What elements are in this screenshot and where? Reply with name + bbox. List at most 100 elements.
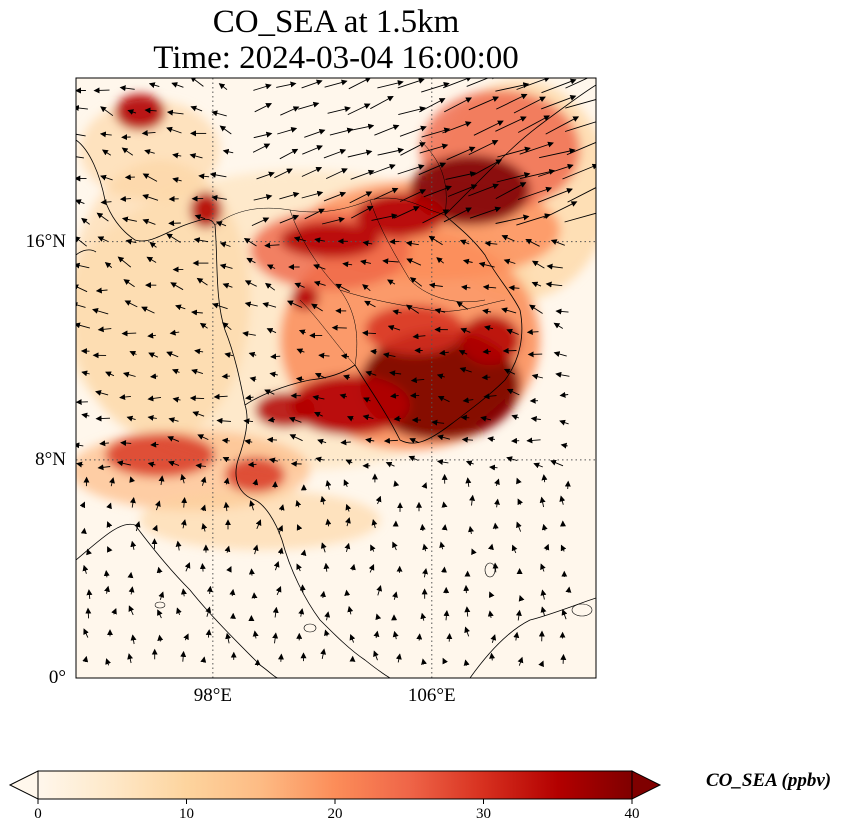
wind-arrow [92,308,109,315]
wind-arrow [213,393,228,400]
wind-arrow [222,282,233,289]
wind-arrow [109,477,115,487]
wind-arrow [128,605,135,616]
wind-arrow [294,282,305,289]
wind-arrow [349,633,356,643]
wind-arrow [506,456,518,462]
wind-arrow [487,436,495,443]
wind-arrow [244,280,257,287]
wind-arrow [166,233,181,243]
wind-arrow [373,650,379,661]
wind-arrow [323,148,347,159]
wind-arrow [264,242,280,249]
wind-vectors [76,78,596,668]
wind-arrow [469,494,476,506]
wind-arrow [506,328,519,335]
wind-arrow [124,300,138,308]
wind-arrow [406,258,422,266]
wind-arrow [561,609,568,620]
wind-arrow [129,351,137,357]
wind-arrow [242,331,256,337]
wind-arrow [76,302,86,308]
wind-arrow [156,566,163,574]
wind-arrow [516,477,522,485]
wind-arrow [222,456,230,463]
wind-arrow [360,259,371,266]
wind-arrow [149,241,157,248]
wind-arrow [345,517,351,527]
wind-arrow [559,495,566,505]
wind-arrow [212,302,228,310]
wind-arrow [503,368,516,375]
wind-arrow [81,217,90,225]
wind-arrow [492,562,499,573]
wind-arrow [192,411,205,417]
wind-arrow [221,437,230,444]
wind-arrow [400,189,427,202]
wind-arrow [229,588,236,597]
wind-arrow [200,476,207,486]
wind-arrow [83,628,89,638]
wind-arrow [531,281,542,288]
wind-arrow [301,190,324,199]
wind-arrow [206,585,213,594]
wind-arrow [472,159,503,176]
wind-arrow [85,607,92,619]
wind-arrow [168,417,179,423]
wind-arrow [100,106,114,117]
wind-arrow [189,395,205,402]
wind-arrow [76,199,85,205]
wind-arrow [541,95,577,110]
lat-tick-label: 16°N [25,230,66,252]
wind-arrow [97,326,112,333]
wind-arrow [468,525,474,534]
wind-arrow [559,419,569,426]
wind-arrow [211,194,227,201]
wind-arrow [397,78,425,89]
wind-arrow [389,370,402,377]
wind-arrow [464,606,471,617]
wind-arrow [346,415,354,422]
wind-arrow [465,477,472,487]
wind-arrow [141,130,156,137]
wind-arrow [496,172,531,183]
wind-arrow [81,370,90,377]
wind-arrow [482,348,491,355]
wind-arrow [264,282,276,291]
wind-arrow [373,187,399,200]
wind-arrow [436,459,449,466]
wind-arrow [121,330,137,337]
wind-arrow [463,659,470,666]
wind-arrow [398,106,426,116]
wind-arrow [555,371,570,378]
wind-arrow [76,284,88,293]
wind-arrow [146,256,157,263]
wind-arrow [564,480,571,490]
wind-arrow [385,461,395,468]
wind-arrow [223,501,230,512]
wind-arrow [86,589,93,599]
wind-arrow [193,237,209,244]
wind-arrow [537,188,573,203]
wind-arrow [416,633,423,641]
wind-arrow [421,127,451,138]
wind-arrow [562,163,596,180]
wind-arrow [106,521,113,528]
wind-arrow [272,632,279,644]
wind-arrow [252,544,259,555]
wind-arrow [515,609,522,621]
wind-arrow [482,308,492,315]
wind-arrow [395,653,402,663]
wind-arrow [317,438,327,445]
wind-arrow [409,277,423,287]
wind-arrow [458,350,468,356]
wind-arrow [293,236,307,243]
wind-arrow [494,478,500,487]
wind-arrow [543,543,550,551]
wind-arrow [526,437,541,444]
wind-arrow [323,191,347,202]
wind-arrow [392,630,399,640]
wind-arrow [171,368,180,375]
wind-arrow [492,522,499,530]
wind-arrow [342,261,353,268]
